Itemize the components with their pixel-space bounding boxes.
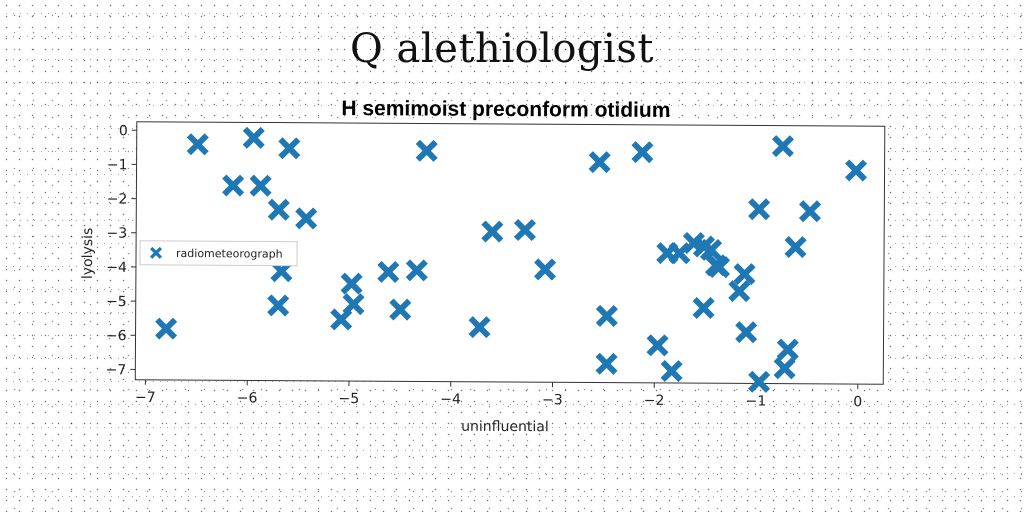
data-point xyxy=(249,174,272,197)
legend-entry-label: radiometeorograph xyxy=(176,247,283,261)
data-point xyxy=(267,198,290,221)
data-point xyxy=(330,308,353,331)
data-point xyxy=(155,317,178,340)
data-point xyxy=(728,280,751,303)
x-tick-label: −7 xyxy=(135,390,156,406)
data-point xyxy=(646,334,669,357)
data-point xyxy=(595,352,618,375)
y-tick-label: −7 xyxy=(106,362,127,378)
figure-suptitle: Q alethiologist xyxy=(350,26,654,72)
data-point xyxy=(595,304,618,327)
x-tick-label: −5 xyxy=(338,391,359,407)
x-tick-label: −4 xyxy=(440,392,461,408)
data-point xyxy=(242,126,265,149)
data-point xyxy=(389,298,412,321)
data-point xyxy=(733,263,756,286)
y-axis: 0 −1 −2 −3 −4 −5 −6 −7 xyxy=(106,123,137,378)
data-point xyxy=(631,141,654,164)
data-point xyxy=(660,359,683,383)
x-tick-label: −6 xyxy=(237,390,258,406)
data-series xyxy=(155,126,868,393)
data-point xyxy=(708,256,731,279)
x-tick-label: −1 xyxy=(746,393,767,409)
data-point xyxy=(377,260,400,283)
data-point xyxy=(186,133,209,156)
data-point xyxy=(405,259,428,282)
y-tick-label: −2 xyxy=(107,191,128,207)
data-point xyxy=(776,338,799,361)
plot-area xyxy=(134,121,886,385)
y-tick-label: −5 xyxy=(106,294,127,310)
legend: radiometeorograph xyxy=(139,240,298,267)
data-point xyxy=(513,218,536,242)
data-point xyxy=(415,139,438,162)
data-point xyxy=(700,238,723,261)
data-point xyxy=(748,370,771,393)
data-point xyxy=(295,207,318,230)
data-point xyxy=(748,198,771,221)
data-point xyxy=(222,174,245,197)
y-tick-label: −1 xyxy=(107,157,128,173)
data-point xyxy=(845,159,868,182)
data-point xyxy=(588,151,611,174)
legend-marker xyxy=(150,246,163,259)
chart-title: H semimoist preconform otidium xyxy=(341,97,670,122)
y-tick-label: −4 xyxy=(106,260,127,276)
x-tick-label: −2 xyxy=(644,393,665,409)
y-axis-label: lyolysis xyxy=(80,228,96,280)
data-point xyxy=(267,294,290,317)
data-point xyxy=(771,135,794,158)
data-point xyxy=(340,272,363,295)
x-tick-label: −3 xyxy=(542,392,563,408)
data-point xyxy=(692,296,715,320)
data-point xyxy=(278,137,301,160)
data-point xyxy=(735,321,758,344)
data-point xyxy=(468,316,491,339)
x-tick-label: 0 xyxy=(853,394,862,410)
data-point xyxy=(481,220,504,243)
data-point xyxy=(773,357,796,380)
data-point xyxy=(784,236,807,259)
legend-marker-icon xyxy=(150,246,163,259)
y-tick-label: 0 xyxy=(119,123,128,139)
data-point xyxy=(534,258,557,281)
x-axis-label: uninfluential xyxy=(461,419,549,436)
legend-box xyxy=(139,240,298,267)
data-point xyxy=(798,200,822,223)
y-tick-label: −6 xyxy=(106,328,127,344)
y-tick-label: −3 xyxy=(106,226,127,242)
